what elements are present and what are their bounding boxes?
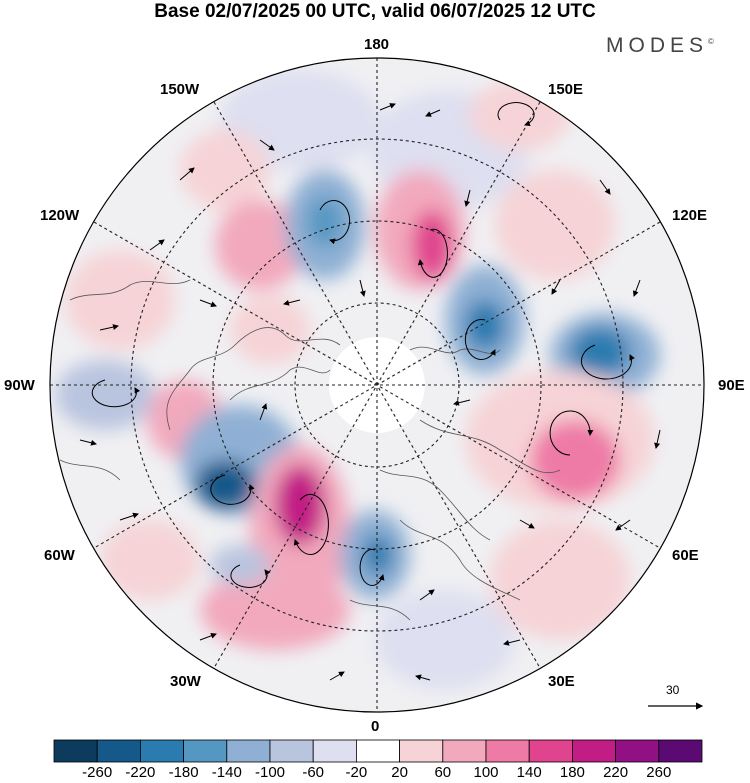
lon-label-0: 0 — [371, 718, 380, 735]
lon-label-30w: 30W — [170, 673, 201, 690]
lon-label-120e: 120E — [672, 207, 708, 224]
colorbar-swatch — [96, 739, 141, 763]
lon-label-60w: 60W — [44, 547, 75, 564]
shaded-anomalies — [55, 70, 660, 690]
colorbar-swatch — [615, 739, 660, 763]
lon-label-120w: 120W — [40, 207, 80, 224]
colorbar — [53, 739, 703, 763]
brand-text: MODES — [606, 34, 709, 57]
colorbar-tick-label: 220 — [603, 764, 629, 781]
coastlines — [59, 279, 561, 621]
map-frame — [49, 57, 705, 713]
colorbar-swatch — [355, 739, 400, 763]
colorbar-tick-label: -260 — [82, 764, 113, 781]
colorbar-swatch — [53, 739, 98, 763]
colorbar-tick-label: 180 — [559, 764, 585, 781]
reference-vector-label: 30 — [666, 683, 680, 697]
brand-mark: © — [708, 37, 714, 46]
colorbar-swatch — [226, 739, 271, 763]
lon-label-60e: 60E — [672, 547, 699, 564]
lon-label-150w: 150W — [160, 81, 200, 98]
colorbar-tick-label: -140 — [211, 764, 242, 781]
colorbar-swatch — [312, 739, 357, 763]
colorbar-tick-label: -20 — [345, 764, 368, 781]
colorbar-swatch — [269, 739, 314, 763]
anomaly-field — [50, 58, 704, 712]
colorbar-swatch — [139, 739, 184, 763]
colorbar-tick-label: -180 — [168, 764, 199, 781]
lon-label-180: 180 — [364, 36, 390, 53]
colorbar-swatch — [528, 739, 573, 763]
colorbar-swatch — [485, 739, 530, 763]
lon-label-90e: 90E — [718, 377, 745, 394]
colorbar-swatch — [572, 739, 617, 763]
colorbar-tick-label: 260 — [646, 764, 672, 781]
lon-label-90w: 90W — [4, 377, 35, 394]
lon-label-30e: 30E — [548, 673, 575, 690]
colorbar-swatch — [183, 739, 228, 763]
colorbar-tick-label: 140 — [516, 764, 542, 781]
graticule — [50, 58, 704, 712]
colorbar-swatch — [399, 739, 444, 763]
colorbar-swatch — [658, 739, 703, 763]
chart-title: Base 02/07/2025 00 UTC, valid 06/07/2025… — [154, 1, 596, 22]
colorbar-swatch — [442, 739, 487, 763]
wind-vectors — [79, 102, 661, 681]
colorbar-tick-label: -100 — [254, 764, 286, 781]
lon-label-150e: 150E — [548, 81, 584, 98]
brand-logo: MODES© — [606, 34, 714, 58]
colorbar-tick-label: 60 — [434, 764, 452, 781]
colorbar-tick-label: 100 — [473, 764, 499, 781]
colorbar-tick-label: 20 — [391, 764, 408, 781]
colorbar-tick-label: -60 — [302, 764, 325, 781]
colorbar-tick-label: -220 — [125, 764, 156, 781]
